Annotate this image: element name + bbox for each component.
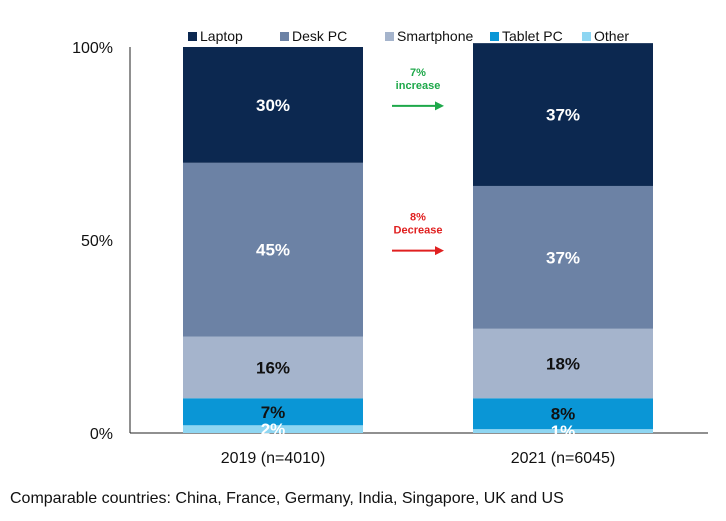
legend-swatch-desk-pc <box>280 32 289 41</box>
bar-segment-tablet-pc <box>473 398 653 430</box>
data-label-tablet-pc: 8% <box>551 405 576 424</box>
legend-swatch-tablet-pc <box>490 32 499 41</box>
legend-label-tablet-pc: Tablet PC <box>502 28 563 44</box>
annotation-arrow-head <box>435 101 444 111</box>
x-tick-label: 2019 (n=4010) <box>221 450 326 467</box>
data-label-desk-pc: 45% <box>256 241 290 260</box>
legend-swatch-laptop <box>188 32 197 41</box>
annotation-arrow-head <box>435 246 444 256</box>
bar-segment-laptop <box>473 43 653 186</box>
annotation-text: Decrease <box>394 225 443 237</box>
y-tick-label: 50% <box>81 233 113 250</box>
data-label-laptop: 37% <box>546 106 580 125</box>
data-label-tablet-pc: 7% <box>261 403 286 422</box>
legend-label-smartphone: Smartphone <box>397 28 473 44</box>
annotation-text: increase <box>396 80 441 92</box>
legend-swatch-other <box>582 32 591 41</box>
data-label-smartphone: 16% <box>256 358 290 377</box>
data-label-other: 1% <box>551 422 576 441</box>
data-label-desk-pc: 37% <box>546 248 580 267</box>
annotation-value: 7% <box>410 67 426 79</box>
footnote: Comparable countries: China, France, Ger… <box>10 490 564 507</box>
bar-segment-other <box>473 429 653 433</box>
annotation-value: 8% <box>410 212 426 224</box>
bar-segment-laptop <box>183 47 363 163</box>
legend-swatch-smartphone <box>385 32 394 41</box>
y-tick-label: 100% <box>72 40 113 57</box>
data-label-laptop: 30% <box>256 96 290 115</box>
legend-label-other: Other <box>594 28 629 44</box>
bar-segment-tablet-pc <box>183 398 363 426</box>
legend-label-laptop: Laptop <box>200 28 243 44</box>
x-tick-label: 2021 (n=6045) <box>511 450 616 467</box>
bar-segment-desk-pc <box>473 185 653 329</box>
data-label-smartphone: 18% <box>546 355 580 374</box>
data-label-other: 2% <box>261 420 286 439</box>
bar-segment-smartphone <box>473 328 653 399</box>
legend-label-desk-pc: Desk PC <box>292 28 347 44</box>
bar-segment-desk-pc <box>183 162 363 337</box>
y-tick-label: 0% <box>90 426 113 443</box>
bar-segment-other <box>183 425 363 433</box>
bar-segment-smartphone <box>183 336 363 399</box>
